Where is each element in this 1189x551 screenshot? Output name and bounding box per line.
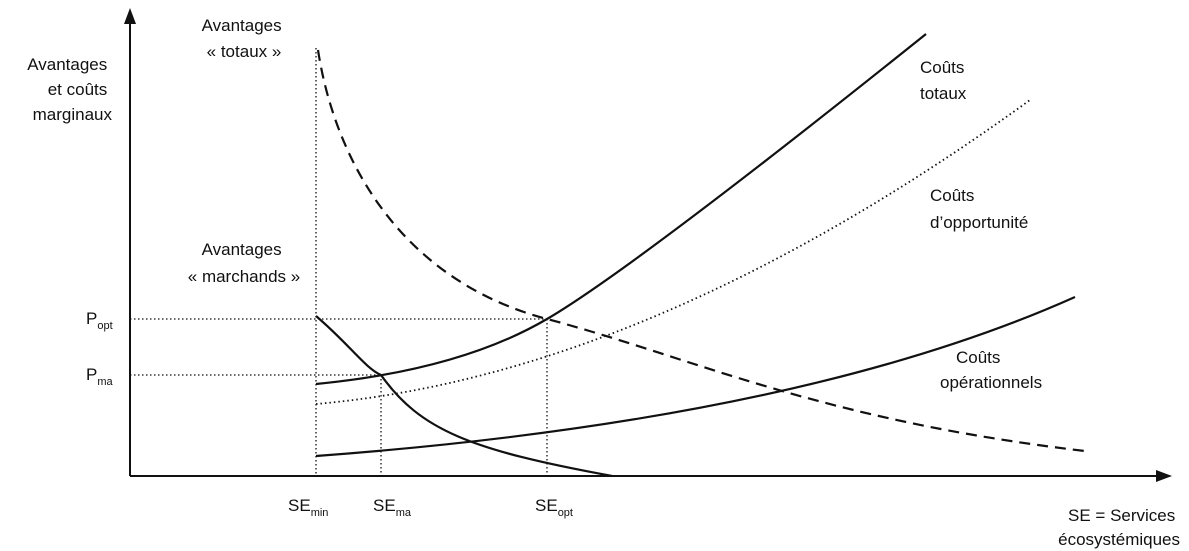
p-ma-label: Pma <box>86 365 114 388</box>
y-axis-label: Avantages et coûts marginaux <box>27 55 112 124</box>
avantages-totaux-label: Avantages « totaux » <box>202 16 287 61</box>
couts-totaux-label: Coûts totaux <box>920 58 969 103</box>
se-opt-label: SEopt <box>535 496 573 519</box>
couts-opportunite-label: Coûts d’opportunité <box>930 186 1028 232</box>
y-axis-arrowhead <box>124 8 136 24</box>
avantages-marchands-label: Avantages « marchands » <box>188 240 300 286</box>
p-opt-label: Popt <box>86 309 113 332</box>
avantages-marchands-curve <box>315 315 613 478</box>
se-ma-label: SEma <box>373 496 412 519</box>
couts-operationnels-label: Coûts opérationnels <box>940 348 1042 392</box>
se-min-label: SEmin <box>288 496 328 519</box>
couts-totaux-curve <box>315 33 927 386</box>
x-axis-label: SE = Services écosystémiques <box>1058 506 1180 549</box>
x-axis-arrowhead <box>1156 470 1172 482</box>
avantages-totaux-curve <box>316 49 1086 453</box>
couts-operationnels-curve <box>315 295 1076 458</box>
